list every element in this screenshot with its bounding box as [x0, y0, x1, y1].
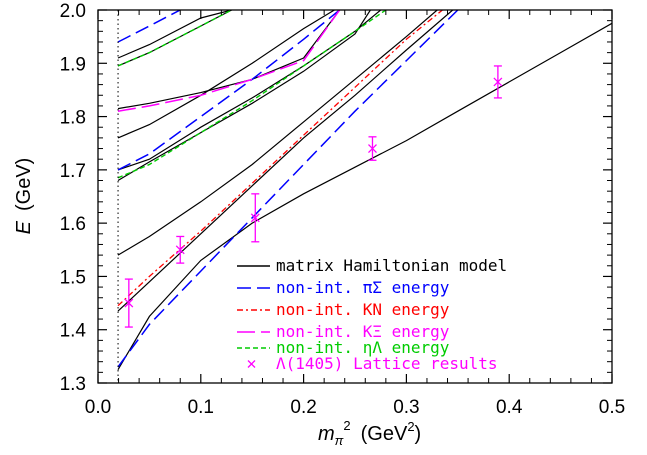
x-tick-label-2: 0.2	[290, 397, 316, 418]
y-tick-label-0: 1.3	[60, 374, 86, 395]
series-line-model-0	[117, 22, 612, 371]
series-line-model-6	[117, 10, 341, 110]
legend-label-kn: non-int. KN energy	[276, 300, 450, 319]
series-line-model-5	[117, 10, 335, 139]
y-tick-label-7: 2.0	[60, 1, 86, 22]
data-curves	[117, 10, 612, 371]
legend-sample-5	[247, 360, 256, 368]
series-line-pi_sigma-11	[117, 10, 181, 43]
y-axis-title: E (GeV)	[13, 158, 35, 235]
legend-label-lattice: Λ(1405) Lattice results	[276, 354, 498, 373]
legend-label-model: matrix Hamiltonian model	[276, 256, 507, 275]
x-axis-title: mπ2 (GeV2)	[318, 418, 421, 448]
series-line-model-8	[117, 10, 232, 59]
x-tick-label-1: 0.1	[188, 397, 214, 418]
legend-samples	[237, 265, 270, 368]
axis-ticks	[97, 9, 613, 384]
y-tick-label-2: 1.5	[60, 267, 86, 288]
y-tick-label-3: 1.6	[60, 214, 86, 235]
y-tick-label-5: 1.8	[60, 108, 86, 129]
series-line-eta_lambda-14	[117, 10, 387, 179]
series-line-model-2	[117, 10, 438, 256]
legend-label-pi-sigma: non-int. πΣ energy	[276, 278, 450, 297]
x-axis-title-subscript: π	[335, 433, 344, 448]
legend-label-eta-lambda: non-int. ηΛ energy	[276, 338, 450, 357]
y-tick-label-1: 1.4	[60, 321, 87, 342]
series-line-model-3	[117, 10, 371, 182]
y-axis-title-unit: (GeV)	[13, 158, 35, 211]
y-tick-label-6: 1.9	[60, 54, 86, 75]
lattice-points	[124, 65, 503, 328]
lattice-point-1	[175, 235, 185, 264]
series-line-model-1	[117, 10, 454, 312]
x-tick-label-3: 0.3	[393, 397, 419, 418]
series-line-pi_sigma-10	[117, 10, 341, 171]
x-axis-title-unit-superscript: 2	[407, 419, 414, 434]
y-tick-label-4: 1.7	[60, 161, 86, 182]
series-line-pi_sigma-9	[117, 10, 459, 368]
x-tick-label-5: 0.5	[599, 397, 625, 418]
legend: matrix Hamiltonian model non-int. πΣ ene…	[237, 256, 507, 373]
x-tick-label-4: 0.4	[496, 397, 523, 418]
legend-label-k-xi: non-int. KΞ energy	[276, 322, 450, 341]
series-line-eta_lambda-15	[117, 10, 232, 67]
x-axis-title-superscript: 2	[343, 418, 350, 433]
x-tick-label-0: 0.0	[85, 397, 111, 418]
x-axis-title-unit: (GeV	[361, 423, 408, 445]
lattice-point-2	[250, 193, 260, 243]
x-axis-title-unit-close: )	[415, 423, 422, 445]
series-line-kn-12	[117, 10, 443, 307]
plot-frame	[97, 9, 613, 384]
tick-labels: 0.0 0.1 0.2 0.3 0.4 0.5 1.3 1.4 1.5 1.6 1.7 1.8 1.9 2…	[60, 1, 626, 418]
series-line-k_xi-13	[117, 10, 341, 112]
series-line-model-4	[117, 10, 382, 171]
y-axis-title-symbol: E	[13, 220, 35, 234]
lattice-point-3	[368, 136, 377, 161]
lattice-point-4	[493, 65, 503, 99]
x-axis-title-symbol: m	[318, 423, 335, 445]
lattice-point-0	[124, 278, 134, 328]
